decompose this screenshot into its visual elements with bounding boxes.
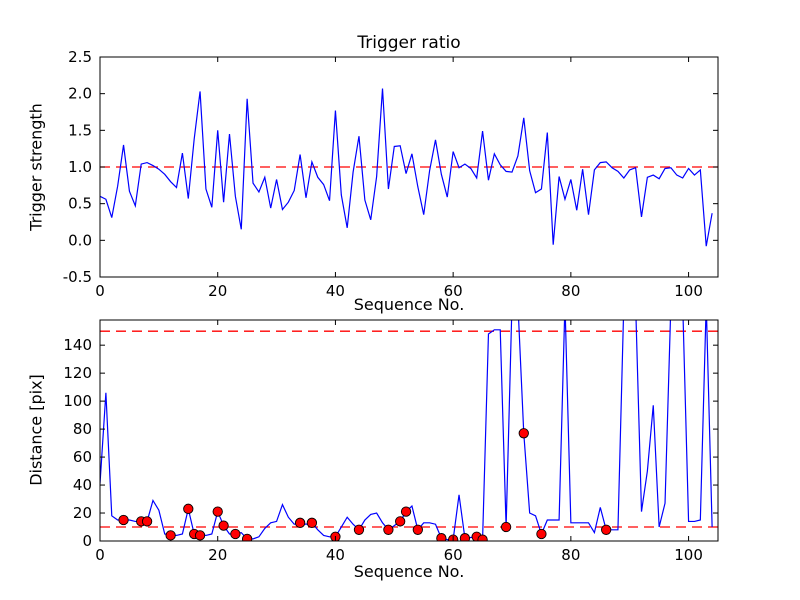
bottom-axes-spines bbox=[99, 319, 719, 542]
top-plot-area bbox=[100, 88, 718, 247]
chart-title: Trigger ratio bbox=[357, 33, 461, 53]
data-point-marker bbox=[118, 514, 129, 526]
x-tick-label: 0 bbox=[95, 546, 105, 564]
data-point-marker bbox=[353, 524, 365, 535]
top-xaxis-label: Sequence No. bbox=[353, 295, 465, 314]
bottom-xaxis-label: Sequence No. bbox=[353, 562, 465, 581]
y-tick-label: 80 bbox=[73, 420, 92, 438]
y-tick-label: 1.5 bbox=[68, 121, 92, 139]
data-point-marker bbox=[395, 516, 406, 527]
x-tick-label: 40 bbox=[326, 546, 345, 564]
y-tick-label: 0.0 bbox=[68, 231, 92, 249]
y-tick-label: 2.0 bbox=[68, 85, 92, 103]
bottom-plot: 0 20 40 60 80 100 0 20 40 60 80 100 120 140 bbox=[63, 319, 719, 564]
y-tick-label: 0 bbox=[82, 532, 92, 550]
x-tick-label: 0 bbox=[95, 282, 105, 300]
y-tick-label: 2.5 bbox=[68, 48, 92, 66]
x-tick-label: 100 bbox=[674, 546, 703, 564]
data-point-marker bbox=[218, 520, 229, 531]
bottom-yaxis-label: Distance [pix] bbox=[26, 374, 46, 486]
top-plot: 0 20 40 60 80 100 -0.5 0.0 0.5 1.0 1.5 2.0 2.5 bbox=[63, 48, 719, 300]
trigger-strength-line bbox=[100, 88, 713, 247]
data-point-marker bbox=[165, 530, 176, 541]
y-tick-label: 20 bbox=[73, 504, 92, 522]
data-point-marker bbox=[306, 517, 318, 528]
y-tick-label: 60 bbox=[73, 448, 92, 466]
y-tick-label: 0.5 bbox=[68, 195, 92, 213]
y-tick-label: 140 bbox=[63, 336, 92, 354]
x-tick-label: 60 bbox=[444, 546, 463, 564]
x-tick-label: 20 bbox=[208, 546, 227, 564]
x-tick-label: 20 bbox=[208, 282, 227, 300]
top-yaxis-label: Trigger strength bbox=[26, 103, 46, 231]
x-tick-label: 40 bbox=[326, 282, 345, 300]
y-tick-label: 1.0 bbox=[68, 158, 92, 176]
x-tick-label: 80 bbox=[561, 282, 580, 300]
data-point-marker bbox=[412, 524, 423, 535]
data-point-marker bbox=[294, 517, 306, 528]
data-point-marker bbox=[212, 506, 223, 517]
x-tick-label: 60 bbox=[444, 282, 463, 300]
y-tick-label: 40 bbox=[73, 476, 92, 494]
data-point-marker bbox=[518, 428, 529, 439]
data-point-marker bbox=[477, 534, 488, 541]
data-point-marker bbox=[500, 521, 512, 533]
data-point-marker bbox=[436, 533, 447, 541]
bottom-plot-area bbox=[100, 320, 718, 541]
y-tick-label: 120 bbox=[63, 364, 92, 382]
x-tick-label: 100 bbox=[674, 282, 703, 300]
data-point-marker bbox=[141, 516, 153, 527]
y-tick-label: -0.5 bbox=[63, 268, 92, 286]
data-point-marker bbox=[459, 533, 471, 541]
data-point-marker bbox=[400, 506, 412, 517]
data-point-marker bbox=[194, 530, 206, 541]
x-tick-label: 80 bbox=[561, 546, 580, 564]
data-point-marker bbox=[183, 503, 194, 514]
data-point-marker bbox=[230, 528, 241, 540]
y-tick-label: 100 bbox=[63, 392, 92, 410]
data-point-marker bbox=[536, 528, 547, 540]
data-point-marker bbox=[241, 533, 253, 541]
distance-line bbox=[100, 320, 713, 541]
data-point-marker bbox=[383, 524, 394, 535]
data-point-marker bbox=[601, 524, 612, 535]
